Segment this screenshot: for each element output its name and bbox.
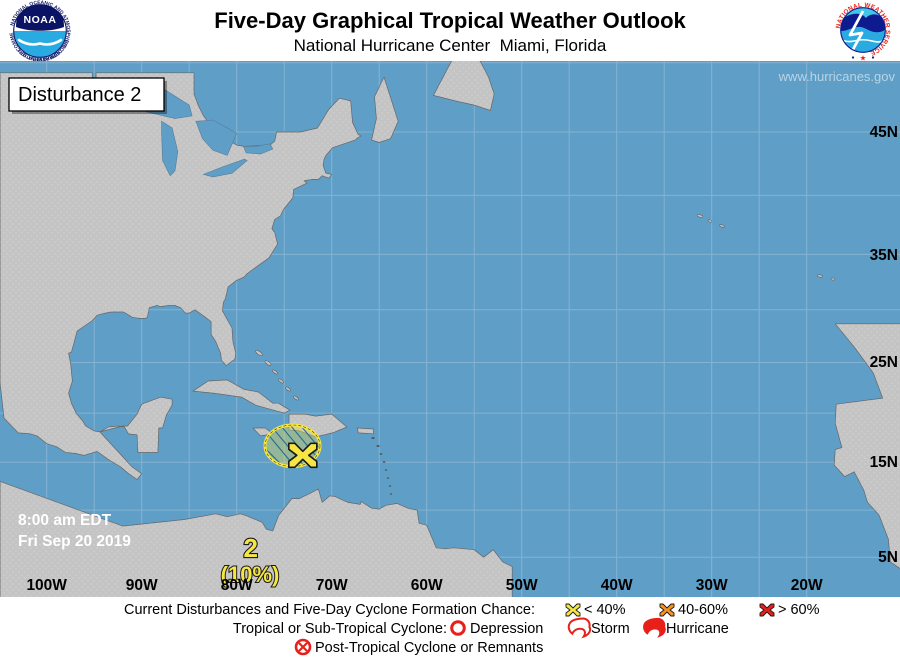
svg-text:8:00 am EDT: 8:00 am EDT xyxy=(18,512,112,529)
svg-text:Disturbance 2: Disturbance 2 xyxy=(18,84,141,106)
svg-text:60W: 60W xyxy=(411,577,443,594)
svg-text:15N: 15N xyxy=(870,454,898,471)
svg-text:40-60%: 40-60% xyxy=(678,602,728,618)
svg-text:25N: 25N xyxy=(870,354,898,371)
svg-text:Depression: Depression xyxy=(470,621,543,637)
svg-text:30W: 30W xyxy=(696,577,728,594)
svg-text:Post-Tropical Cyclone or Remna: Post-Tropical Cyclone or Remnants xyxy=(315,640,543,656)
svg-text:2: 2 xyxy=(243,533,257,563)
svg-text:5N: 5N xyxy=(878,549,898,566)
svg-text:35N: 35N xyxy=(870,247,898,264)
svg-text:Fri Sep 20 2019: Fri Sep 20 2019 xyxy=(18,533,131,550)
svg-text:80W: 80W xyxy=(221,577,253,594)
svg-text:★: ★ xyxy=(860,54,867,62)
svg-text:70W: 70W xyxy=(316,577,348,594)
svg-text:Current Disturbances and Five-: Current Disturbances and Five-Day Cyclon… xyxy=(124,602,535,618)
svg-text:< 40%: < 40% xyxy=(584,602,626,618)
svg-text:45N: 45N xyxy=(870,124,898,141)
svg-text:Storm: Storm xyxy=(591,621,630,637)
svg-text:100W: 100W xyxy=(26,577,67,594)
svg-text:www.hurricanes.gov: www.hurricanes.gov xyxy=(778,69,896,84)
svg-text:90W: 90W xyxy=(126,577,158,594)
svg-text:50W: 50W xyxy=(506,577,538,594)
svg-text:> 60%: > 60% xyxy=(778,602,820,618)
svg-text:Tropical or Sub-Tropical Cyclo: Tropical or Sub-Tropical Cyclone: xyxy=(233,621,447,637)
svg-text:Hurricane: Hurricane xyxy=(666,621,729,637)
svg-text:40W: 40W xyxy=(601,577,633,594)
svg-text:20W: 20W xyxy=(791,577,823,594)
